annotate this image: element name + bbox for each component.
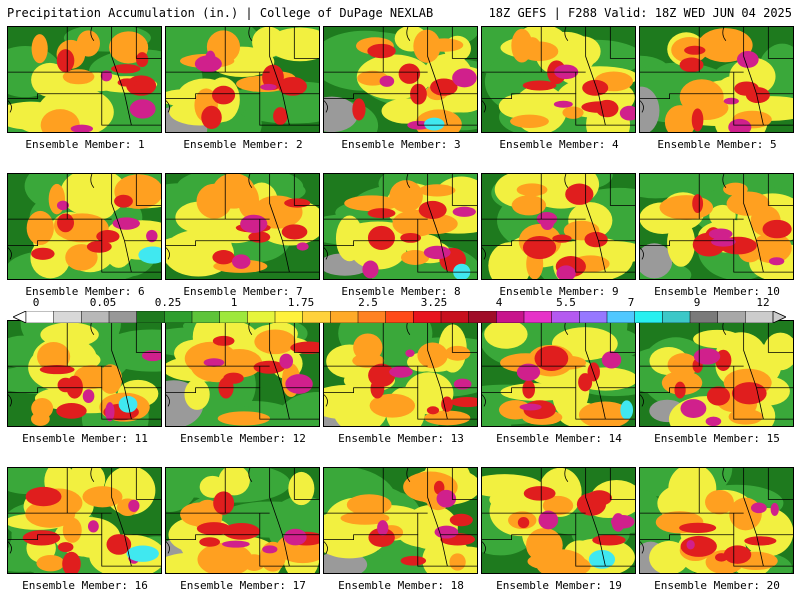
ensemble-member-map bbox=[639, 26, 794, 133]
ensemble-member-label: Ensemble Member: 10 bbox=[654, 285, 780, 298]
ensemble-member-label: Ensemble Member: 12 bbox=[180, 432, 306, 445]
ensemble-member-map bbox=[639, 467, 794, 574]
ensemble-member-label: Ensemble Member: 17 bbox=[180, 579, 306, 592]
map-title: Precipitation Accumulation (in.) | Colle… bbox=[7, 6, 434, 20]
ensemble-member-label: Ensemble Member: 8 bbox=[341, 285, 461, 298]
colorbar-tick-label: 1.75 bbox=[287, 296, 315, 309]
colorbar-tick-label: 0.25 bbox=[154, 296, 182, 309]
ensemble-member-map bbox=[7, 26, 162, 133]
ensemble-member-label: Ensemble Member: 6 bbox=[25, 285, 145, 298]
precip-colorbar bbox=[12, 308, 787, 324]
ensemble-member-map bbox=[481, 26, 636, 133]
ensemble-member-label: Ensemble Member: 7 bbox=[183, 285, 303, 298]
colorbar-tick-label: 7 bbox=[627, 296, 635, 309]
ensemble-member-label: Ensemble Member: 14 bbox=[496, 432, 622, 445]
ensemble-member-map bbox=[323, 173, 478, 280]
colorbar-tick-label: 3.25 bbox=[420, 296, 448, 309]
ensemble-member-label: Ensemble Member: 18 bbox=[338, 579, 464, 592]
ensemble-member-label: Ensemble Member: 19 bbox=[496, 579, 622, 592]
colorbar-tick-label: 4 bbox=[495, 296, 503, 309]
colorbar-tick-label: 0.05 bbox=[89, 296, 117, 309]
ensemble-member-map bbox=[323, 320, 478, 427]
colorbar-tick-label: 5.5 bbox=[556, 296, 576, 309]
ensemble-member-label: Ensemble Member: 15 bbox=[654, 432, 780, 445]
ensemble-member-label: Ensemble Member: 13 bbox=[338, 432, 464, 445]
ensemble-member-map bbox=[165, 173, 320, 280]
model-valid-time: 18Z GEFS | F288 Valid: 18Z WED JUN 04 20… bbox=[488, 6, 792, 20]
ensemble-member-map bbox=[7, 467, 162, 574]
ensemble-member-label: Ensemble Member: 11 bbox=[22, 432, 148, 445]
ensemble-member-map bbox=[481, 320, 636, 427]
ensemble-member-label: Ensemble Member: 4 bbox=[499, 138, 619, 151]
ensemble-member-map bbox=[165, 320, 320, 427]
colorbar-tick-label: 1 bbox=[230, 296, 238, 309]
ensemble-member-label: Ensemble Member: 3 bbox=[341, 138, 461, 151]
ensemble-member-map bbox=[481, 467, 636, 574]
ensemble-member-map bbox=[165, 467, 320, 574]
ensemble-member-map bbox=[639, 320, 794, 427]
colorbar-tick-label: 12 bbox=[756, 296, 770, 309]
colorbar-tick-label: 2.5 bbox=[358, 296, 378, 309]
ensemble-member-map bbox=[481, 173, 636, 280]
ensemble-member-label: Ensemble Member: 9 bbox=[499, 285, 619, 298]
ensemble-member-label: Ensemble Member: 20 bbox=[654, 579, 780, 592]
ensemble-member-label: Ensemble Member: 16 bbox=[22, 579, 148, 592]
colorbar-tick-label: 0 bbox=[32, 296, 40, 309]
ensemble-member-map bbox=[323, 467, 478, 574]
ensemble-member-map bbox=[323, 26, 478, 133]
ensemble-member-map bbox=[165, 26, 320, 133]
ensemble-member-map bbox=[7, 173, 162, 280]
ensemble-member-label: Ensemble Member: 2 bbox=[183, 138, 303, 151]
colorbar-tick-label: 9 bbox=[693, 296, 701, 309]
ensemble-member-label: Ensemble Member: 5 bbox=[657, 138, 777, 151]
ensemble-member-label: Ensemble Member: 1 bbox=[25, 138, 145, 151]
ensemble-member-map bbox=[7, 320, 162, 427]
ensemble-member-map bbox=[639, 173, 794, 280]
